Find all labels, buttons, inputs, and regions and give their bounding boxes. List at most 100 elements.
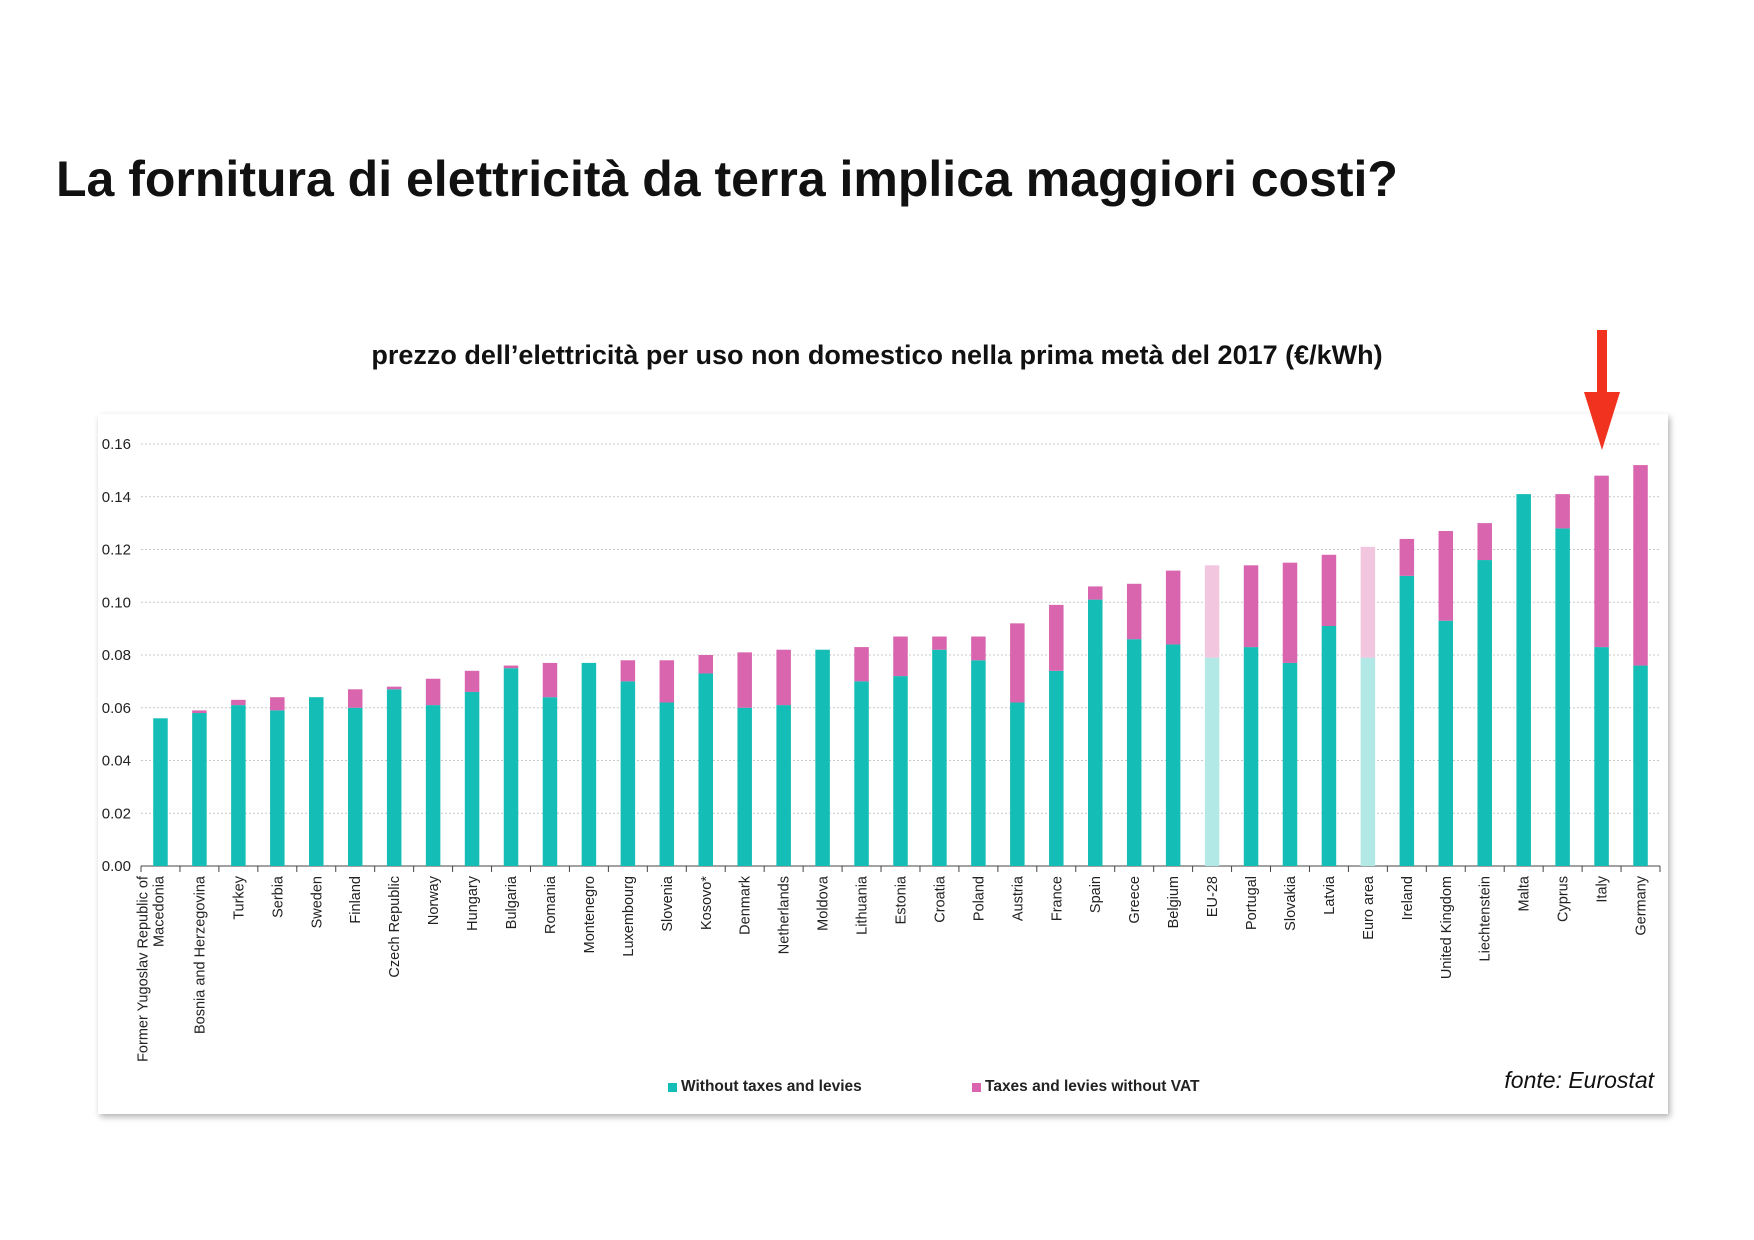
x-tick-label: Netherlands xyxy=(777,876,793,954)
x-tick-label: Bosnia and Herzegovina xyxy=(192,875,208,1034)
bar-taxes xyxy=(893,636,908,677)
x-tick-label-group: Montenegro xyxy=(582,876,598,953)
bar-taxes xyxy=(270,697,285,711)
bar-without-taxes xyxy=(776,705,791,866)
chart-title: prezzo dell’elettricità per uso non dome… xyxy=(371,340,1383,370)
x-tick-label: Romania xyxy=(543,875,559,934)
bar-without-taxes xyxy=(309,697,324,866)
bar-without-taxes xyxy=(153,718,168,866)
x-tick-label: Kosovo* xyxy=(699,876,715,930)
bar-taxes xyxy=(1049,604,1064,671)
x-tick-label-group: Hungary xyxy=(465,875,481,931)
x-tick-label-group: Portugal xyxy=(1244,876,1260,930)
bar-without-taxes xyxy=(1399,575,1415,866)
x-tick-label: Italy xyxy=(1595,875,1611,902)
bar-without-taxes xyxy=(659,702,675,866)
bar-without-taxes xyxy=(971,660,986,866)
bar-taxes xyxy=(1555,494,1570,529)
x-tick-label: Luxembourg xyxy=(621,876,637,957)
bar-taxes xyxy=(1087,586,1103,600)
x-tick-label: Slovakia xyxy=(1283,875,1299,931)
bar-without-taxes xyxy=(815,649,830,866)
bar-taxes xyxy=(1438,531,1454,621)
x-tick-label: Poland xyxy=(971,876,987,921)
bar-without-taxes xyxy=(1321,625,1337,866)
x-tick-label-group: Kosovo* xyxy=(699,876,715,930)
x-tick-label: Malta xyxy=(1517,875,1533,911)
x-tick-label-group: Serbia xyxy=(270,875,286,918)
x-tick-label: Lithuania xyxy=(855,875,871,935)
x-tick-label-group: Netherlands xyxy=(777,876,793,954)
x-tick-label: Montenegro xyxy=(582,876,598,953)
bar-without-taxes xyxy=(192,713,207,866)
bar-without-taxes xyxy=(1010,702,1025,866)
bar-taxes xyxy=(854,647,869,682)
legend-swatch-taxes xyxy=(972,1082,981,1092)
x-tick-label: Belgium xyxy=(1166,876,1182,928)
y-tick-label: 0.12 xyxy=(102,542,131,559)
x-tick-label-group: Austria xyxy=(1010,875,1026,921)
slide-title: La fornitura di elettricità da terra imp… xyxy=(56,151,1398,207)
x-tick-label-group: Lithuania xyxy=(855,875,871,935)
bar-without-taxes xyxy=(1282,662,1298,866)
bar-without-taxes xyxy=(542,697,558,866)
y-tick-label: 0.10 xyxy=(102,594,131,611)
x-tick-label: Cyprus xyxy=(1556,876,1572,922)
x-tick-label-group: Turkey xyxy=(231,875,247,920)
x-tick-label: Latvia xyxy=(1322,875,1338,915)
x-tick-label: Spain xyxy=(1088,876,1104,913)
bar-without-taxes xyxy=(1165,644,1181,866)
down-arrow-icon xyxy=(1584,330,1620,450)
y-tick-label: 0.02 xyxy=(102,805,131,822)
x-tick-label: Denmark xyxy=(738,875,754,935)
bar-without-taxes xyxy=(698,673,714,866)
x-tick-label-group: Germany xyxy=(1634,875,1650,935)
bar-taxes xyxy=(192,710,207,714)
x-tick-label-group: Luxembourg xyxy=(621,876,637,957)
bar-without-taxes xyxy=(464,691,480,866)
x-tick-label: Greece xyxy=(1127,876,1143,924)
x-tick-label: Macedonia xyxy=(151,875,167,947)
stacked-bar-chart: 0.00 0.02 0.04 0.06 0.08 0.10 0.12 0.14 0.16 Form… xyxy=(102,436,1661,1062)
bar-taxes xyxy=(698,655,714,674)
x-tick-label-group: Malta xyxy=(1517,875,1533,911)
legend-item-taxes: Taxes and levies without VAT xyxy=(972,1078,1199,1096)
bar-without-taxes xyxy=(347,707,363,866)
x-tick-label: Ireland xyxy=(1400,876,1416,920)
x-tick-label-group: Finland xyxy=(348,876,364,924)
legend-label-taxes: Taxes and levies without VAT xyxy=(985,1078,1200,1095)
x-tick-label: Croatia xyxy=(932,875,948,923)
x-tick-label: Bulgaria xyxy=(504,875,520,929)
bar-taxes xyxy=(464,670,480,692)
x-tick-label-group: Liechtenstein xyxy=(1478,876,1494,961)
y-tick-label: 0.14 xyxy=(102,489,131,506)
x-tick-label-group: Latvia xyxy=(1322,875,1338,915)
bar-without-taxes xyxy=(1360,657,1376,866)
source-note: fonte: Eurostat xyxy=(1504,1067,1654,1093)
x-tick-label-group: Belgium xyxy=(1166,876,1182,928)
x-tick-label: Finland xyxy=(348,876,364,924)
legend-item-without-taxes: Without taxes and levies xyxy=(668,1078,862,1096)
x-tick-label-group: Norway xyxy=(426,875,442,925)
x-tick-label-group: United Kingdom xyxy=(1439,876,1455,979)
x-tick-label: Portugal xyxy=(1244,876,1260,930)
x-tick-label-group: Denmark xyxy=(738,875,754,935)
x-tick-label-group: Bulgaria xyxy=(504,875,520,929)
x-tick-label-group: Croatia xyxy=(932,875,948,923)
bar-without-taxes xyxy=(1087,599,1103,866)
bar-taxes xyxy=(1243,565,1259,648)
x-tick-label-group: Bosnia and Herzegovina xyxy=(192,875,208,1034)
chart-panel: 0.00 0.02 0.04 0.06 0.08 0.10 0.12 0.14 0.16 Form… xyxy=(98,414,1668,1114)
bar-taxes xyxy=(932,636,947,650)
x-tick-label-group: Romania xyxy=(543,875,559,934)
x-tick-label-group: Italy xyxy=(1595,875,1611,902)
bar-taxes xyxy=(776,649,791,706)
bar-without-taxes xyxy=(1243,647,1259,866)
x-tick-label-group: Poland xyxy=(971,876,987,921)
bar-without-taxes xyxy=(932,649,947,866)
x-tick-label: Hungary xyxy=(465,875,481,931)
x-tick-label: United Kingdom xyxy=(1439,876,1455,979)
y-tick-label: 0.04 xyxy=(102,753,131,770)
x-tick-label: Czech Republic xyxy=(387,876,403,978)
x-tick-label: Germany xyxy=(1634,875,1650,935)
